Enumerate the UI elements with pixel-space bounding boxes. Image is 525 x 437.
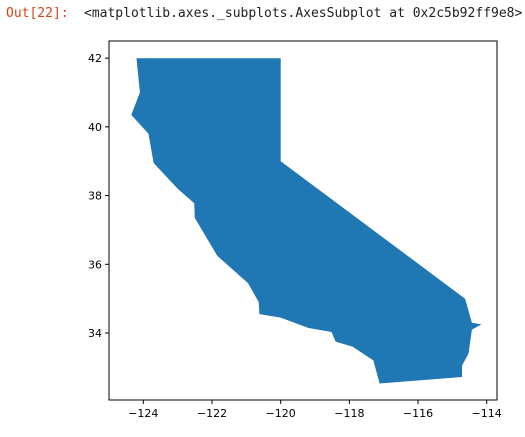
- plot-area: [131, 58, 482, 384]
- x-tick-label: −118: [334, 407, 364, 420]
- axes-frame: [108, 40, 498, 401]
- x-tick-label: −124: [128, 407, 158, 420]
- y-axis: 34 36 38 40 42: [88, 52, 109, 340]
- x-tick-label: −114: [472, 407, 502, 420]
- y-tick-label: 40: [88, 121, 102, 134]
- y-tick-label: 38: [88, 190, 102, 203]
- x-tick-label: −116: [403, 407, 433, 420]
- y-tick-label: 36: [88, 258, 102, 271]
- output-text: <matplotlib.axes._subplots.AxesSubplot a…: [84, 6, 523, 21]
- x-tick-label: −120: [266, 407, 296, 420]
- x-axis: −124 −122 −120 −118 −116 −114: [128, 400, 502, 420]
- y-tick-label: 42: [88, 52, 102, 65]
- output-prompt: Out[22]:: [6, 6, 69, 21]
- y-tick-label: 34: [88, 327, 102, 340]
- california-shape: [131, 58, 482, 384]
- x-tick-label: −122: [197, 407, 227, 420]
